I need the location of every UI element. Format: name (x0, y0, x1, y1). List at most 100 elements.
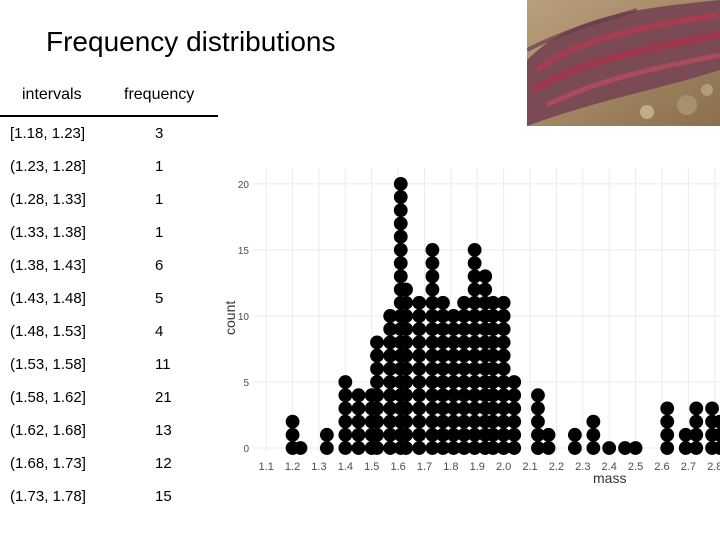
data-dot (467, 269, 482, 284)
data-dot (713, 427, 720, 442)
data-dot (319, 441, 334, 455)
data-dot (467, 282, 482, 297)
y-axis-label: count (222, 301, 238, 335)
x-tick-label: 2.3 (575, 461, 590, 473)
data-dot (541, 441, 556, 455)
data-dot (399, 361, 413, 376)
data-dot (486, 295, 501, 310)
data-dot (393, 216, 408, 231)
data-dot (457, 335, 471, 350)
data-dot (425, 256, 440, 271)
data-dot (531, 401, 545, 416)
data-dot (467, 427, 482, 442)
data-dot (412, 441, 427, 455)
frequency-cell: 1 (155, 158, 164, 175)
data-dot (399, 295, 413, 310)
data-dot (467, 388, 482, 403)
x-tick-label: 1.7 (417, 461, 432, 473)
data-dot (457, 388, 471, 403)
data-dot (457, 414, 471, 429)
data-dot (351, 414, 366, 429)
interval-cell: (1.28, 1.33] (10, 191, 86, 208)
data-dot (285, 414, 300, 429)
data-dot (319, 427, 334, 442)
data-dot (399, 309, 413, 323)
data-dot (383, 322, 398, 337)
data-dot (478, 282, 493, 297)
salmon-stream-photo-icon (527, 0, 720, 126)
data-dot (507, 414, 522, 429)
data-dot (602, 441, 617, 455)
interval-cell: (1.23, 1.28] (10, 158, 86, 175)
x-tick-label: 2.6 (654, 461, 669, 473)
data-dot (383, 427, 398, 442)
data-dot (467, 414, 482, 429)
data-dot (446, 441, 461, 455)
data-dot (531, 388, 545, 403)
frequency-cell: 15 (155, 488, 172, 505)
data-dot (436, 309, 450, 323)
data-dot (478, 269, 493, 284)
data-dot (399, 335, 413, 350)
x-tick-label: 2.0 (496, 461, 511, 473)
x-tick-label: 2.5 (628, 461, 643, 473)
data-dot (370, 335, 384, 350)
data-dot (457, 348, 471, 363)
data-dot (486, 348, 501, 363)
data-dot (446, 309, 461, 323)
data-dot (393, 229, 408, 244)
x-tick-label: 2.8 (707, 461, 720, 473)
data-dot (713, 414, 720, 429)
y-tick-label: 10 (238, 312, 250, 323)
data-dot (713, 441, 720, 455)
frequency-cell: 3 (155, 125, 164, 142)
data-dot (467, 348, 482, 363)
data-dot (399, 388, 413, 403)
data-dot (399, 375, 413, 389)
data-dot (412, 335, 427, 350)
data-dot (467, 361, 482, 376)
data-dot (486, 401, 501, 416)
data-dot (399, 414, 413, 429)
data-dot (446, 348, 461, 363)
interval-cell: (1.73, 1.78] (10, 488, 86, 505)
interval-cell: (1.48, 1.53] (10, 323, 86, 340)
slide-title: Frequency distributions (46, 26, 336, 57)
data-dot (370, 348, 384, 363)
data-dot (496, 427, 511, 442)
data-dot (412, 388, 427, 403)
data-dot (486, 388, 501, 403)
x-tick-label: 2.2 (549, 461, 564, 473)
data-dot (338, 375, 353, 389)
data-dot (486, 375, 501, 389)
data-dot (383, 414, 398, 429)
dot-plot-svg: 1.1 1.2 1.3 1.4 1.5 1.6 1.7 1.8 1.9 2.0 2.1 2.2 2.3 2… (222, 168, 720, 486)
data-dot (383, 401, 398, 416)
data-dot (689, 414, 704, 429)
data-dot (412, 361, 427, 376)
data-dot (436, 348, 450, 363)
data-dot (393, 269, 408, 284)
data-dot (457, 401, 471, 416)
data-dot (486, 427, 501, 442)
dot-plot: 1.1 1.2 1.3 1.4 1.5 1.6 1.7 1.8 1.9 2.0 2.1 2.2 2.3 2… (220, 160, 720, 540)
data-dot (446, 388, 461, 403)
data-dot (507, 388, 522, 403)
data-dot (496, 401, 511, 416)
data-dot (467, 322, 482, 337)
data-dot (678, 441, 693, 455)
data-dot (412, 414, 427, 429)
data-dot (351, 401, 366, 416)
x-axis-label: mass (593, 470, 626, 486)
data-dot (338, 414, 353, 429)
data-dot (425, 375, 440, 389)
data-dot (370, 388, 384, 403)
data-dot (446, 401, 461, 416)
data-dot (351, 427, 366, 442)
data-dot (486, 335, 501, 350)
data-dot (496, 361, 511, 376)
data-dot (338, 388, 353, 403)
data-dot (425, 348, 440, 363)
data-dot (457, 361, 471, 376)
data-dot (531, 441, 545, 455)
